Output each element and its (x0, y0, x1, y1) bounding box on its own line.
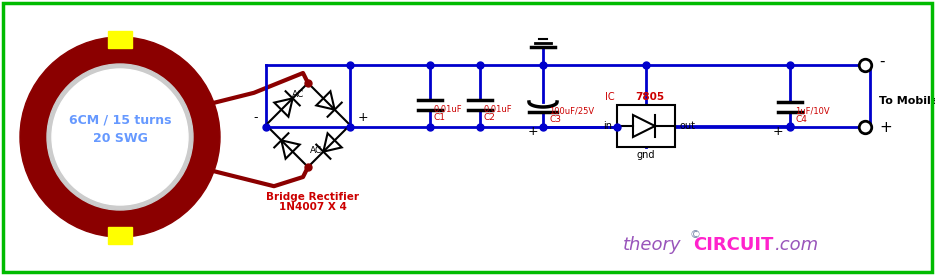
Text: C4: C4 (795, 115, 807, 124)
Text: Bridge Rectifier: Bridge Rectifier (266, 192, 359, 202)
Text: 100uF/25V: 100uF/25V (549, 106, 594, 115)
Text: To Mobile: To Mobile (879, 96, 935, 106)
Text: 1N4007 X 4: 1N4007 X 4 (279, 202, 347, 212)
Text: in: in (603, 121, 612, 131)
Text: gnd: gnd (637, 150, 655, 160)
Bar (108, 227, 132, 243)
Text: CIRCUIT: CIRCUIT (693, 236, 773, 254)
Text: -: - (253, 111, 258, 124)
Text: AC: AC (292, 90, 304, 99)
Text: -: - (879, 54, 885, 68)
Text: 7805: 7805 (636, 92, 665, 102)
Text: AC: AC (309, 146, 323, 155)
Text: +: + (772, 125, 784, 138)
Text: C3: C3 (549, 115, 561, 124)
Circle shape (52, 69, 188, 205)
Text: 0.01uF: 0.01uF (434, 105, 463, 114)
Text: 6CM / 15 turns
20 SWG: 6CM / 15 turns 20 SWG (69, 114, 171, 144)
Text: C2: C2 (484, 113, 496, 122)
Text: .com: .com (775, 236, 819, 254)
Text: IC: IC (605, 92, 615, 102)
Text: C1: C1 (434, 113, 446, 122)
Text: +: + (879, 120, 892, 134)
Text: ©: © (689, 230, 700, 240)
Text: 1uF/10V: 1uF/10V (795, 106, 829, 115)
Text: out: out (680, 121, 696, 131)
Circle shape (47, 64, 193, 210)
Text: +: + (527, 125, 539, 138)
Bar (617, 105, 675, 147)
Bar (108, 31, 132, 48)
Text: 0.01uF: 0.01uF (484, 105, 512, 114)
Text: +: + (358, 111, 368, 124)
Circle shape (20, 37, 220, 237)
Text: theory: theory (623, 236, 682, 254)
